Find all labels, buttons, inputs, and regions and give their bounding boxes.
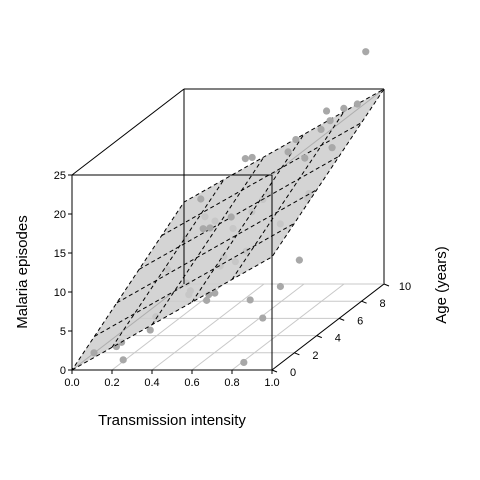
data-point [246, 296, 254, 304]
regression-plane [71, 88, 385, 371]
plane-gridline [161, 122, 362, 237]
data-point [146, 326, 154, 334]
x-axis-title: Transmission intensity [98, 412, 246, 429]
x-tick-label: 1.0 [264, 377, 279, 389]
y-tick-label: 2 [312, 350, 318, 362]
x-tick-label: 0.4 [144, 377, 159, 389]
box-front-edges [71, 89, 273, 371]
data-point [248, 153, 256, 162]
plane-gridline [116, 189, 318, 304]
data-point [292, 135, 300, 144]
y-tick [316, 335, 322, 339]
box-edge [71, 88, 185, 176]
plane-gridline [138, 155, 340, 270]
plane-gridline [231, 111, 345, 280]
plane-gridline [111, 179, 225, 348]
y-tick-label: 4 [335, 333, 341, 345]
data-point [206, 224, 214, 232]
z-tick-label: 20 [54, 209, 66, 221]
data-point [276, 282, 284, 291]
x-tick-label: 0.6 [184, 377, 199, 389]
y-axis-title: Age (years) [433, 246, 450, 324]
data-point [211, 289, 219, 297]
tick-labels: 0.0 0.2 0.4 0.6 0.8 1.0 0 5 10 15 20 25 0 2 4 6 8 10 [54, 170, 411, 389]
data-point [353, 100, 361, 108]
data-point [362, 48, 370, 56]
y-tick [271, 369, 278, 373]
data-point [203, 296, 211, 304]
x-tick-label: 0.0 [64, 377, 79, 389]
floor-gridline-x [151, 283, 265, 371]
data-point [259, 314, 267, 322]
plane-surface [71, 88, 385, 371]
data-point [322, 107, 331, 115]
z-tick-label: 25 [54, 170, 66, 182]
data-point [284, 148, 292, 156]
z-axis-title: Malaria episodes [14, 215, 31, 328]
data-point [197, 195, 205, 203]
data-point [340, 104, 348, 112]
y-tick [339, 317, 345, 321]
data-point [241, 155, 249, 163]
floor-gridline-x [231, 283, 345, 371]
z-tick-label: 10 [54, 287, 66, 299]
z-tick-label: 5 [60, 326, 66, 338]
data-point [240, 358, 248, 367]
x-tick-label: 0.8 [224, 377, 239, 389]
data-point [301, 154, 309, 162]
data-point [227, 213, 235, 221]
z-tick-label: 15 [54, 248, 66, 260]
y-tick-label: 0 [290, 367, 296, 379]
plane-gridline [94, 222, 295, 337]
data-point [119, 356, 127, 364]
data-point [295, 256, 303, 264]
axis-ticks [68, 174, 390, 374]
y-tick [383, 283, 390, 287]
y-tick [361, 300, 367, 304]
data-point [90, 349, 98, 357]
z-tick-label: 0 [60, 365, 66, 377]
plane-gridline [151, 156, 265, 326]
x-tick-label: 0.2 [104, 377, 119, 389]
y-tick [294, 352, 300, 356]
floor-edge [271, 283, 385, 371]
y-tick-label: 6 [357, 315, 363, 327]
y-tick-label: 10 [399, 281, 411, 293]
y-tick-label: 8 [380, 298, 386, 310]
points-above-plane [90, 48, 370, 357]
data-point [328, 144, 336, 152]
floor-gridline-x [191, 283, 305, 371]
data-point [199, 225, 207, 233]
data-point [326, 117, 334, 125]
data-point [317, 125, 325, 134]
plane-gridline [191, 133, 305, 303]
